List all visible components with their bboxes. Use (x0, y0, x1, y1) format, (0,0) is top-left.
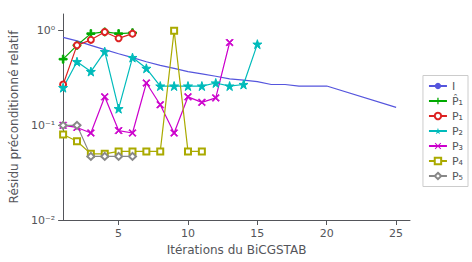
svg-text:10⁻²: 10⁻² (31, 214, 55, 227)
svg-text:20: 20 (320, 227, 334, 240)
svg-text:I: I (452, 80, 455, 93)
svg-text:10⁰: 10⁰ (37, 24, 56, 37)
svg-text:25: 25 (389, 227, 403, 240)
svg-text:P̂₁: P̂₁ (452, 94, 463, 107)
svg-text:Résidu préconditionné relatif: Résidu préconditionné relatif (7, 30, 21, 204)
svg-text:5: 5 (115, 227, 122, 240)
svg-text:15: 15 (250, 227, 264, 240)
svg-text:10⁻¹: 10⁻¹ (31, 119, 55, 132)
svg-text:P₄: P₄ (452, 155, 464, 168)
svg-text:P₃: P₃ (452, 140, 463, 153)
svg-text:P₂: P₂ (452, 125, 463, 138)
svg-text:10: 10 (181, 227, 195, 240)
svg-text:P₁: P₁ (452, 110, 463, 123)
svg-text:Itérations du BiCGSTAB: Itérations du BiCGSTAB (167, 243, 307, 257)
svg-text:P₅: P₅ (452, 170, 463, 183)
